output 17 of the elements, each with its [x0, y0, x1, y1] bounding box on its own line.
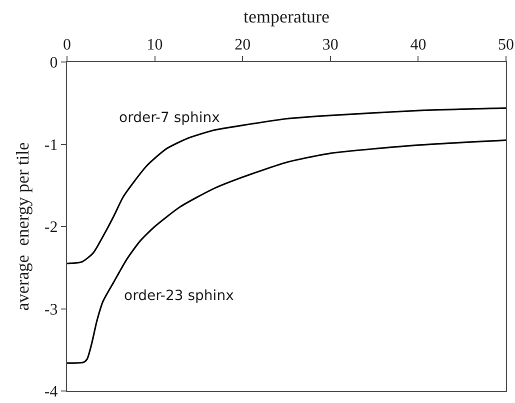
- y-tick-label: -1: [44, 136, 58, 154]
- y-axis-title: average energy per tile: [12, 142, 33, 311]
- series-label: order-23 sphinx: [124, 288, 234, 304]
- line-series: [67, 139, 506, 364]
- y-tick-label: -4: [44, 384, 58, 401]
- x-tick-label: 30: [322, 36, 338, 54]
- y-tick-label: -3: [44, 301, 58, 318]
- x-tick-label: 0: [63, 36, 71, 54]
- x-tick-label: 20: [234, 36, 251, 54]
- x-tick-label: 50: [498, 36, 514, 54]
- line-series: [67, 107, 506, 264]
- y-tick-label: -2: [44, 219, 58, 236]
- x-tick-label: 10: [146, 36, 163, 54]
- x-tick-label: 40: [410, 36, 426, 54]
- series-label: order-7 sphinx: [119, 110, 220, 126]
- x-axis-title: temperature: [244, 6, 330, 27]
- y-tick-label: 0: [50, 54, 58, 72]
